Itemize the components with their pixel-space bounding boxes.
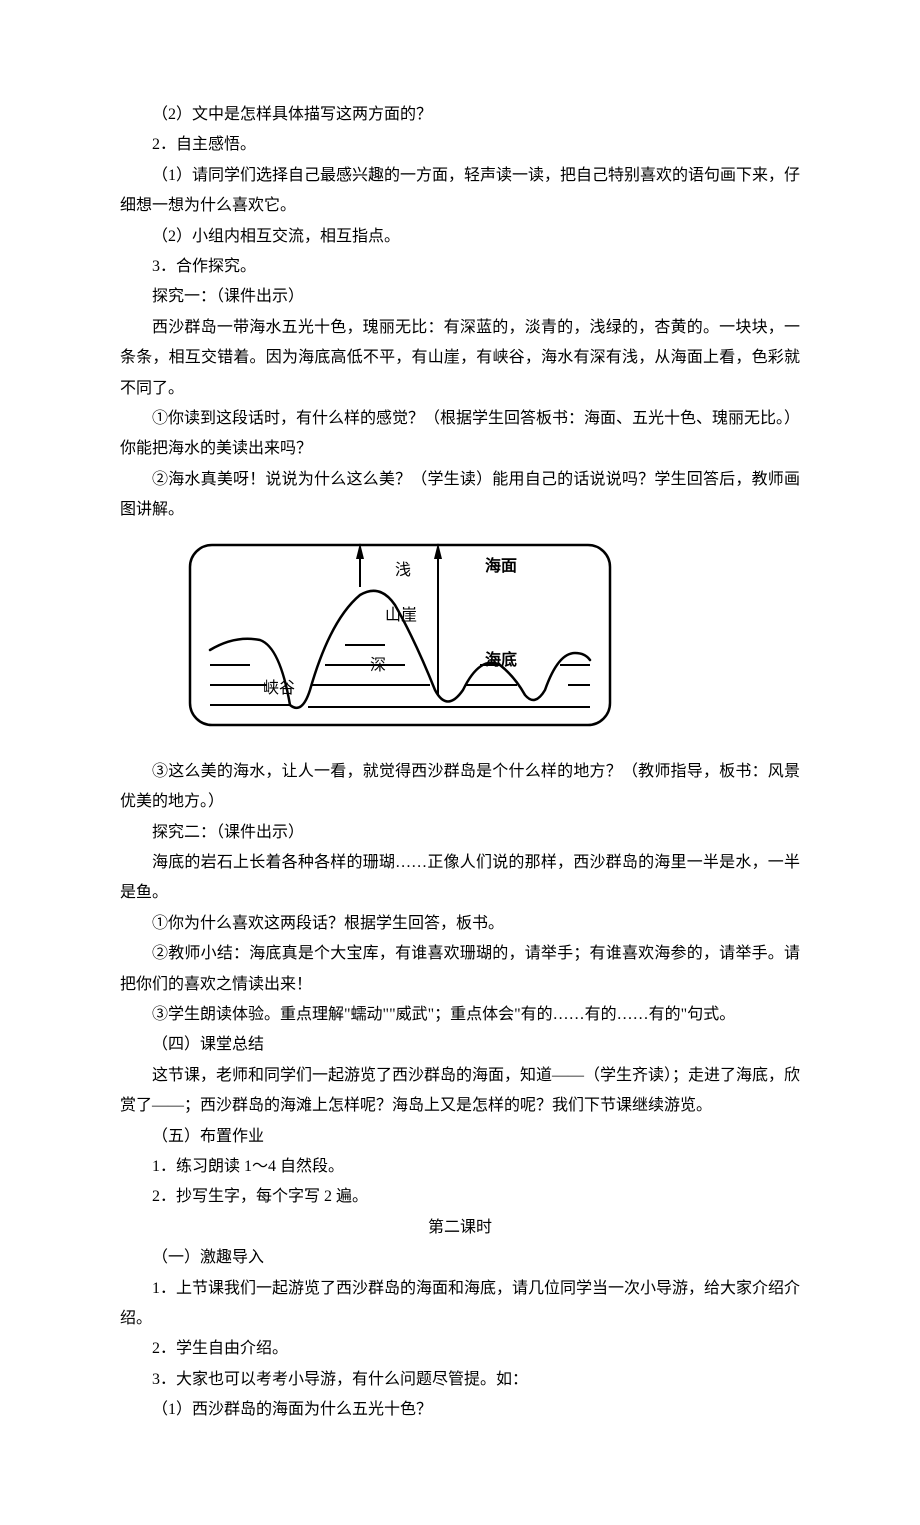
svg-text:深: 深 (370, 656, 386, 674)
paragraph: 这节课，老师和同学们一起游览了西沙群岛的海面，知道——（学生齐读）；走进了海底，… (120, 1061, 800, 1122)
paragraph: ①你为什么喜欢这两段话？根据学生回答，板书。 (120, 909, 800, 939)
section-title: 第二课时 (120, 1213, 800, 1243)
paragraph: 3．合作探究。 (120, 252, 800, 282)
paragraph: （1）西沙群岛的海面为什么五光十色？ (120, 1395, 800, 1425)
svg-text:海底: 海底 (485, 650, 517, 669)
paragraph: 2．自主感悟。 (120, 130, 800, 160)
paragraph: （一）激趣导入 (120, 1243, 800, 1273)
paragraph: （四）课堂总结 (120, 1030, 800, 1060)
paragraph: （1）请同学们选择自己最感兴趣的一方面，轻声读一读，把自己特别喜欢的语句画下来，… (120, 161, 800, 222)
sea-depth-diagram: 浅 海面山崖深峡谷 海底 (120, 535, 800, 746)
svg-text:山崖: 山崖 (385, 606, 417, 624)
paragraph: ①你读到这段话时，有什么样的感觉？（根据学生回答板书：海面、五光十色、瑰丽无比。… (120, 404, 800, 465)
paragraph: 海底的岩石上长着各种各样的珊瑚……正像人们说的那样，西沙群岛的海里一半是水，一半… (120, 848, 800, 909)
document-content: （2）文中是怎样具体描写这两方面的？ 2．自主感悟。 （1）请同学们选择自己最感… (120, 100, 800, 1425)
paragraph: ②教师小结：海底真是个大宝库，有谁喜欢珊瑚的，请举手；有谁喜欢海参的，请举手。请… (120, 939, 800, 1000)
svg-text:浅: 浅 (395, 561, 411, 579)
paragraph: 3．大家也可以考考小导游，有什么问题尽管提。如： (120, 1365, 800, 1395)
svg-text:峡谷: 峡谷 (263, 679, 295, 697)
paragraph: ③这么美的海水，让人一看，就觉得西沙群岛是个什么样的地方？（教师指导，板书：风景… (120, 757, 800, 818)
paragraph: （2）文中是怎样具体描写这两方面的？ (120, 100, 800, 130)
paragraph: 1．上节课我们一起游览了西沙群岛的海面和海底，请几位同学当一次小导游，给大家介绍… (120, 1274, 800, 1335)
paragraph: 2．抄写生字，每个字写 2 遍。 (120, 1182, 800, 1212)
paragraph: 西沙群岛一带海水五光十色，瑰丽无比：有深蓝的，淡青的，浅绿的，杏黄的。一块块，一… (120, 313, 800, 404)
paragraph: 探究一：（课件出示） (120, 282, 800, 312)
paragraph: ②海水真美呀！说说为什么这么美？（学生读）能用自己的话说说吗？学生回答后，教师画… (120, 465, 800, 526)
paragraph: 2．学生自由介绍。 (120, 1334, 800, 1364)
paragraph: ③学生朗读体验。重点理解"蠕动""威武"；重点体会"有的……有的……有的"句式。 (120, 1000, 800, 1030)
paragraph: （2）小组内相互交流，相互指点。 (120, 222, 800, 252)
paragraph: （五）布置作业 (120, 1122, 800, 1152)
paragraph: 探究二：（课件出示） (120, 818, 800, 848)
paragraph: 1．练习朗读 1～4 自然段。 (120, 1152, 800, 1182)
svg-text:海面: 海面 (485, 556, 517, 575)
diagram-svg: 浅 海面山崖深峡谷 海底 (180, 535, 620, 735)
